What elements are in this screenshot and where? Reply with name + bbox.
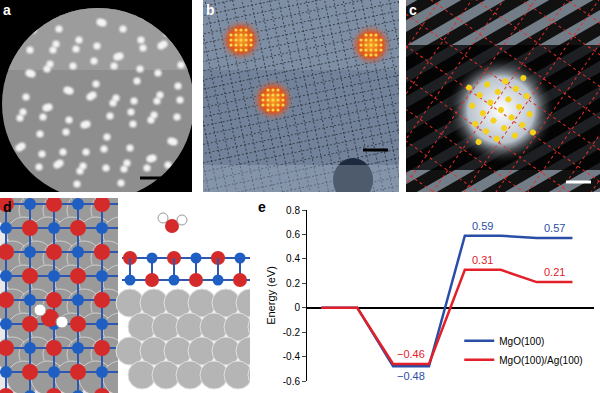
svg-text:0.59: 0.59 [472,220,493,232]
svg-text:-0.2: -0.2 [283,327,301,338]
svg-text:0.4: 0.4 [286,253,300,264]
svg-text:MgO(100): MgO(100) [499,336,544,347]
html-text:e: e [258,199,266,215]
svg-text:−0.48: −0.48 [397,370,425,382]
html-text:a: a [3,2,11,18]
svg-text:0.6: 0.6 [286,229,300,240]
svg-text:0: 0 [294,302,300,313]
svg-text:0.21: 0.21 [544,266,565,278]
svg-text:MgO(100)/Ag(100): MgO(100)/Ag(100) [499,355,582,366]
svg-text:0.31: 0.31 [472,254,493,266]
html-text:d: d [3,199,12,215]
svg-text:-0.4: -0.4 [283,351,301,362]
svg-text:0.57: 0.57 [544,222,565,234]
svg-text:−0.46: −0.46 [397,348,425,360]
svg-text:0.8: 0.8 [286,205,300,216]
html-text:c: c [409,2,417,18]
html-text:b: b [206,2,215,18]
svg-text:0.2: 0.2 [286,278,300,289]
svg-text:-0.6: -0.6 [283,376,301,387]
svg-text:Energy (eV): Energy (eV) [265,266,277,325]
